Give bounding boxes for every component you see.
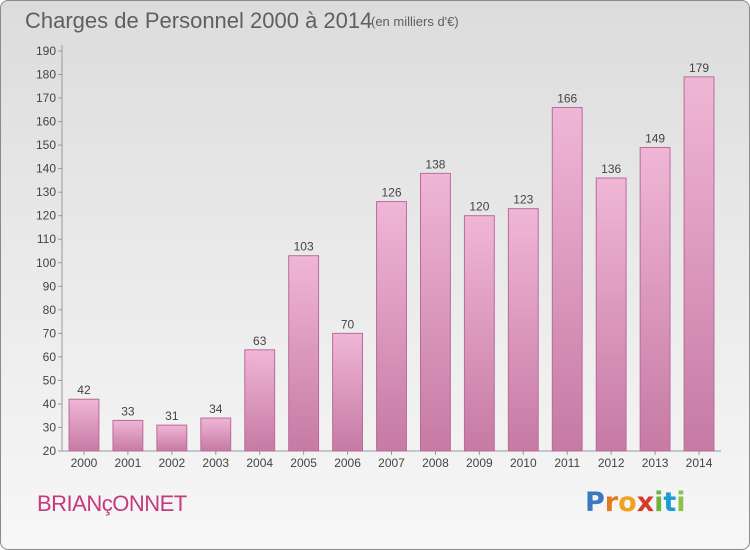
y-tick-label: 160 bbox=[36, 115, 56, 129]
logo-letter: x bbox=[636, 487, 655, 518]
y-tick-label: 40 bbox=[43, 397, 57, 411]
bar-2000 bbox=[68, 398, 100, 452]
bar-value-label: 136 bbox=[601, 162, 621, 176]
x-tick-label: 2011 bbox=[554, 456, 580, 470]
y-tick-label: 180 bbox=[36, 68, 56, 82]
bar-2011 bbox=[551, 106, 583, 452]
bar-2014 bbox=[683, 76, 715, 452]
x-tick-label: 2013 bbox=[642, 456, 669, 470]
bar-value-label: 149 bbox=[645, 131, 665, 145]
x-tick-label: 2014 bbox=[686, 456, 713, 470]
x-tick-label: 2000 bbox=[71, 456, 98, 470]
bar-value-label: 63 bbox=[253, 334, 267, 348]
y-tick-label: 60 bbox=[43, 350, 57, 364]
bar-2005 bbox=[288, 255, 320, 452]
bar-value-label: 70 bbox=[341, 317, 355, 331]
bar-2010 bbox=[507, 208, 539, 452]
logo-letter: t bbox=[663, 487, 677, 518]
x-tick-label: 2010 bbox=[510, 456, 537, 470]
logo-letter: o bbox=[618, 487, 637, 518]
y-tick-label: 130 bbox=[36, 185, 56, 199]
y-tick-label: 70 bbox=[43, 326, 57, 340]
logo-letter: i bbox=[676, 487, 686, 518]
chart-subtitle: (en milliers d'€) bbox=[371, 14, 459, 29]
x-tick-label: 2005 bbox=[290, 456, 317, 470]
y-tick-label: 140 bbox=[36, 162, 56, 176]
bar-value-label: 34 bbox=[209, 402, 223, 416]
y-tick-label: 80 bbox=[43, 303, 57, 317]
bar-2009 bbox=[463, 215, 495, 452]
bar-2003 bbox=[200, 417, 232, 452]
bar-value-label: 120 bbox=[469, 200, 489, 214]
y-tick-label: 120 bbox=[36, 209, 56, 223]
y-tick-label: 150 bbox=[36, 138, 56, 152]
y-tick-label: 100 bbox=[36, 256, 56, 270]
x-tick-label: 2012 bbox=[598, 456, 625, 470]
x-tick-label: 2007 bbox=[378, 456, 405, 470]
x-tick-label: 2009 bbox=[466, 456, 493, 470]
y-tick-label: 30 bbox=[43, 420, 57, 434]
y-tick-label: 170 bbox=[36, 91, 56, 105]
bar-2013 bbox=[639, 146, 671, 452]
bar-value-label: 126 bbox=[381, 186, 401, 200]
logo-letter: P bbox=[585, 487, 605, 518]
y-tick-label: 110 bbox=[37, 232, 56, 246]
bar-2001 bbox=[112, 419, 144, 452]
bar-2006 bbox=[332, 332, 364, 452]
logo-letter: r bbox=[604, 487, 619, 518]
x-tick-label: 2004 bbox=[246, 456, 273, 470]
x-tick-label: 2003 bbox=[202, 456, 229, 470]
bar-value-label: 31 bbox=[165, 409, 179, 423]
x-tick-label: 2002 bbox=[158, 456, 185, 470]
bar-value-label: 42 bbox=[77, 383, 91, 397]
bar-2007 bbox=[376, 201, 407, 452]
x-tick-label: 2006 bbox=[334, 456, 361, 470]
bar-2012 bbox=[595, 177, 627, 452]
proxiti-logo: Proxiti bbox=[585, 487, 686, 518]
bar-value-label: 179 bbox=[689, 61, 709, 75]
logo-letter: i bbox=[654, 487, 664, 518]
bar-value-label: 123 bbox=[513, 193, 533, 207]
bar-value-label: 33 bbox=[121, 404, 135, 418]
bar-value-label: 103 bbox=[294, 240, 314, 254]
bar-value-label: 166 bbox=[557, 91, 577, 105]
bar-value-label: 138 bbox=[425, 157, 445, 171]
commune-name: BRIANçONNET bbox=[37, 491, 187, 516]
bar-2002 bbox=[156, 424, 188, 452]
y-tick-label: 20 bbox=[43, 444, 57, 458]
bar-2008 bbox=[419, 172, 451, 452]
x-tick-label: 2001 bbox=[115, 456, 142, 470]
x-tick-label: 2008 bbox=[422, 456, 449, 470]
y-tick-label: 90 bbox=[43, 279, 57, 293]
bar-2004 bbox=[244, 349, 276, 452]
y-tick-label: 190 bbox=[36, 44, 56, 58]
chart-title: Charges de Personnel 2000 à 2014 bbox=[25, 8, 373, 33]
y-tick-label: 50 bbox=[43, 373, 57, 387]
